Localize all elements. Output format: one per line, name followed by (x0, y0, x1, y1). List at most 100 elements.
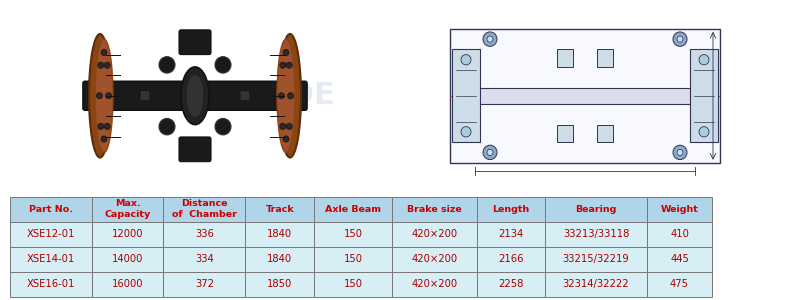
Text: Length: Length (492, 205, 530, 214)
FancyBboxPatch shape (392, 196, 477, 222)
Circle shape (677, 36, 683, 42)
FancyBboxPatch shape (646, 247, 712, 272)
Text: 2166: 2166 (498, 254, 524, 264)
FancyBboxPatch shape (392, 247, 477, 272)
Circle shape (461, 127, 471, 137)
Text: 336: 336 (195, 229, 214, 239)
FancyBboxPatch shape (246, 222, 314, 247)
Circle shape (287, 93, 294, 99)
Ellipse shape (95, 39, 113, 152)
Circle shape (98, 123, 104, 129)
Text: 33215/32219: 33215/32219 (562, 254, 630, 264)
Circle shape (677, 149, 683, 155)
Text: Max.
Capacity: Max. Capacity (104, 200, 150, 219)
Circle shape (487, 36, 493, 42)
Ellipse shape (277, 39, 295, 152)
Text: XSE16-01: XSE16-01 (26, 279, 74, 290)
FancyBboxPatch shape (546, 196, 646, 222)
FancyBboxPatch shape (392, 272, 477, 297)
FancyBboxPatch shape (140, 91, 150, 101)
Text: 150: 150 (344, 229, 362, 239)
FancyBboxPatch shape (450, 29, 720, 163)
Text: 1840: 1840 (267, 229, 292, 239)
FancyBboxPatch shape (546, 247, 646, 272)
Text: 372: 372 (195, 279, 214, 290)
Circle shape (215, 118, 231, 135)
Text: Bearing: Bearing (575, 205, 617, 214)
FancyBboxPatch shape (83, 81, 307, 110)
Text: 1850: 1850 (267, 279, 292, 290)
Text: 410: 410 (670, 229, 689, 239)
FancyBboxPatch shape (240, 91, 250, 101)
Ellipse shape (279, 34, 301, 158)
Circle shape (215, 57, 231, 73)
Circle shape (673, 32, 687, 46)
Circle shape (101, 136, 107, 142)
FancyBboxPatch shape (91, 272, 163, 297)
FancyBboxPatch shape (163, 196, 246, 222)
Text: 150: 150 (344, 254, 362, 264)
FancyBboxPatch shape (91, 222, 163, 247)
Text: WONDE: WONDE (205, 81, 335, 110)
FancyBboxPatch shape (179, 137, 211, 162)
Circle shape (101, 50, 107, 56)
Circle shape (280, 123, 286, 129)
FancyBboxPatch shape (646, 196, 712, 222)
Text: 16000: 16000 (112, 279, 143, 290)
Circle shape (487, 149, 493, 155)
Circle shape (104, 62, 110, 68)
FancyBboxPatch shape (477, 247, 546, 272)
Ellipse shape (186, 74, 204, 117)
FancyBboxPatch shape (10, 222, 91, 247)
Text: 475: 475 (670, 279, 689, 290)
FancyBboxPatch shape (10, 196, 91, 222)
Text: XSE14-01: XSE14-01 (26, 254, 74, 264)
Text: 420×200: 420×200 (411, 279, 458, 290)
Text: Track: Track (266, 205, 294, 214)
Circle shape (286, 62, 292, 68)
FancyBboxPatch shape (10, 272, 91, 297)
FancyBboxPatch shape (597, 50, 613, 67)
Circle shape (286, 123, 292, 129)
Circle shape (104, 123, 110, 129)
Text: 33213/33118: 33213/33118 (562, 229, 629, 239)
FancyBboxPatch shape (646, 222, 712, 247)
FancyBboxPatch shape (163, 222, 246, 247)
Circle shape (159, 118, 175, 135)
Circle shape (461, 55, 471, 65)
FancyBboxPatch shape (314, 272, 392, 297)
Circle shape (278, 93, 285, 99)
FancyBboxPatch shape (557, 124, 573, 142)
FancyBboxPatch shape (10, 247, 91, 272)
Text: XSE12-01: XSE12-01 (26, 229, 74, 239)
Text: Distance
of  Chamber: Distance of Chamber (172, 200, 237, 219)
FancyBboxPatch shape (163, 247, 246, 272)
Circle shape (283, 50, 289, 56)
Text: 334: 334 (195, 254, 214, 264)
FancyBboxPatch shape (314, 196, 392, 222)
FancyBboxPatch shape (246, 247, 314, 272)
Text: 420×200: 420×200 (411, 254, 458, 264)
Text: 420×200: 420×200 (411, 229, 458, 239)
Circle shape (699, 127, 709, 137)
Text: 32314/32222: 32314/32222 (562, 279, 630, 290)
Ellipse shape (89, 34, 111, 158)
FancyBboxPatch shape (477, 222, 546, 247)
Circle shape (483, 32, 497, 46)
Circle shape (106, 93, 111, 99)
Text: 150: 150 (344, 279, 362, 290)
FancyBboxPatch shape (91, 196, 163, 222)
Circle shape (283, 136, 289, 142)
FancyBboxPatch shape (314, 222, 392, 247)
Text: Weight: Weight (661, 205, 698, 214)
Circle shape (98, 62, 104, 68)
Text: 12000: 12000 (112, 229, 143, 239)
FancyBboxPatch shape (557, 50, 573, 67)
FancyBboxPatch shape (179, 30, 211, 55)
FancyBboxPatch shape (392, 222, 477, 247)
FancyBboxPatch shape (546, 222, 646, 247)
Bar (475, 88, 695, 104)
Circle shape (673, 145, 687, 160)
Ellipse shape (181, 67, 209, 124)
FancyBboxPatch shape (477, 196, 546, 222)
